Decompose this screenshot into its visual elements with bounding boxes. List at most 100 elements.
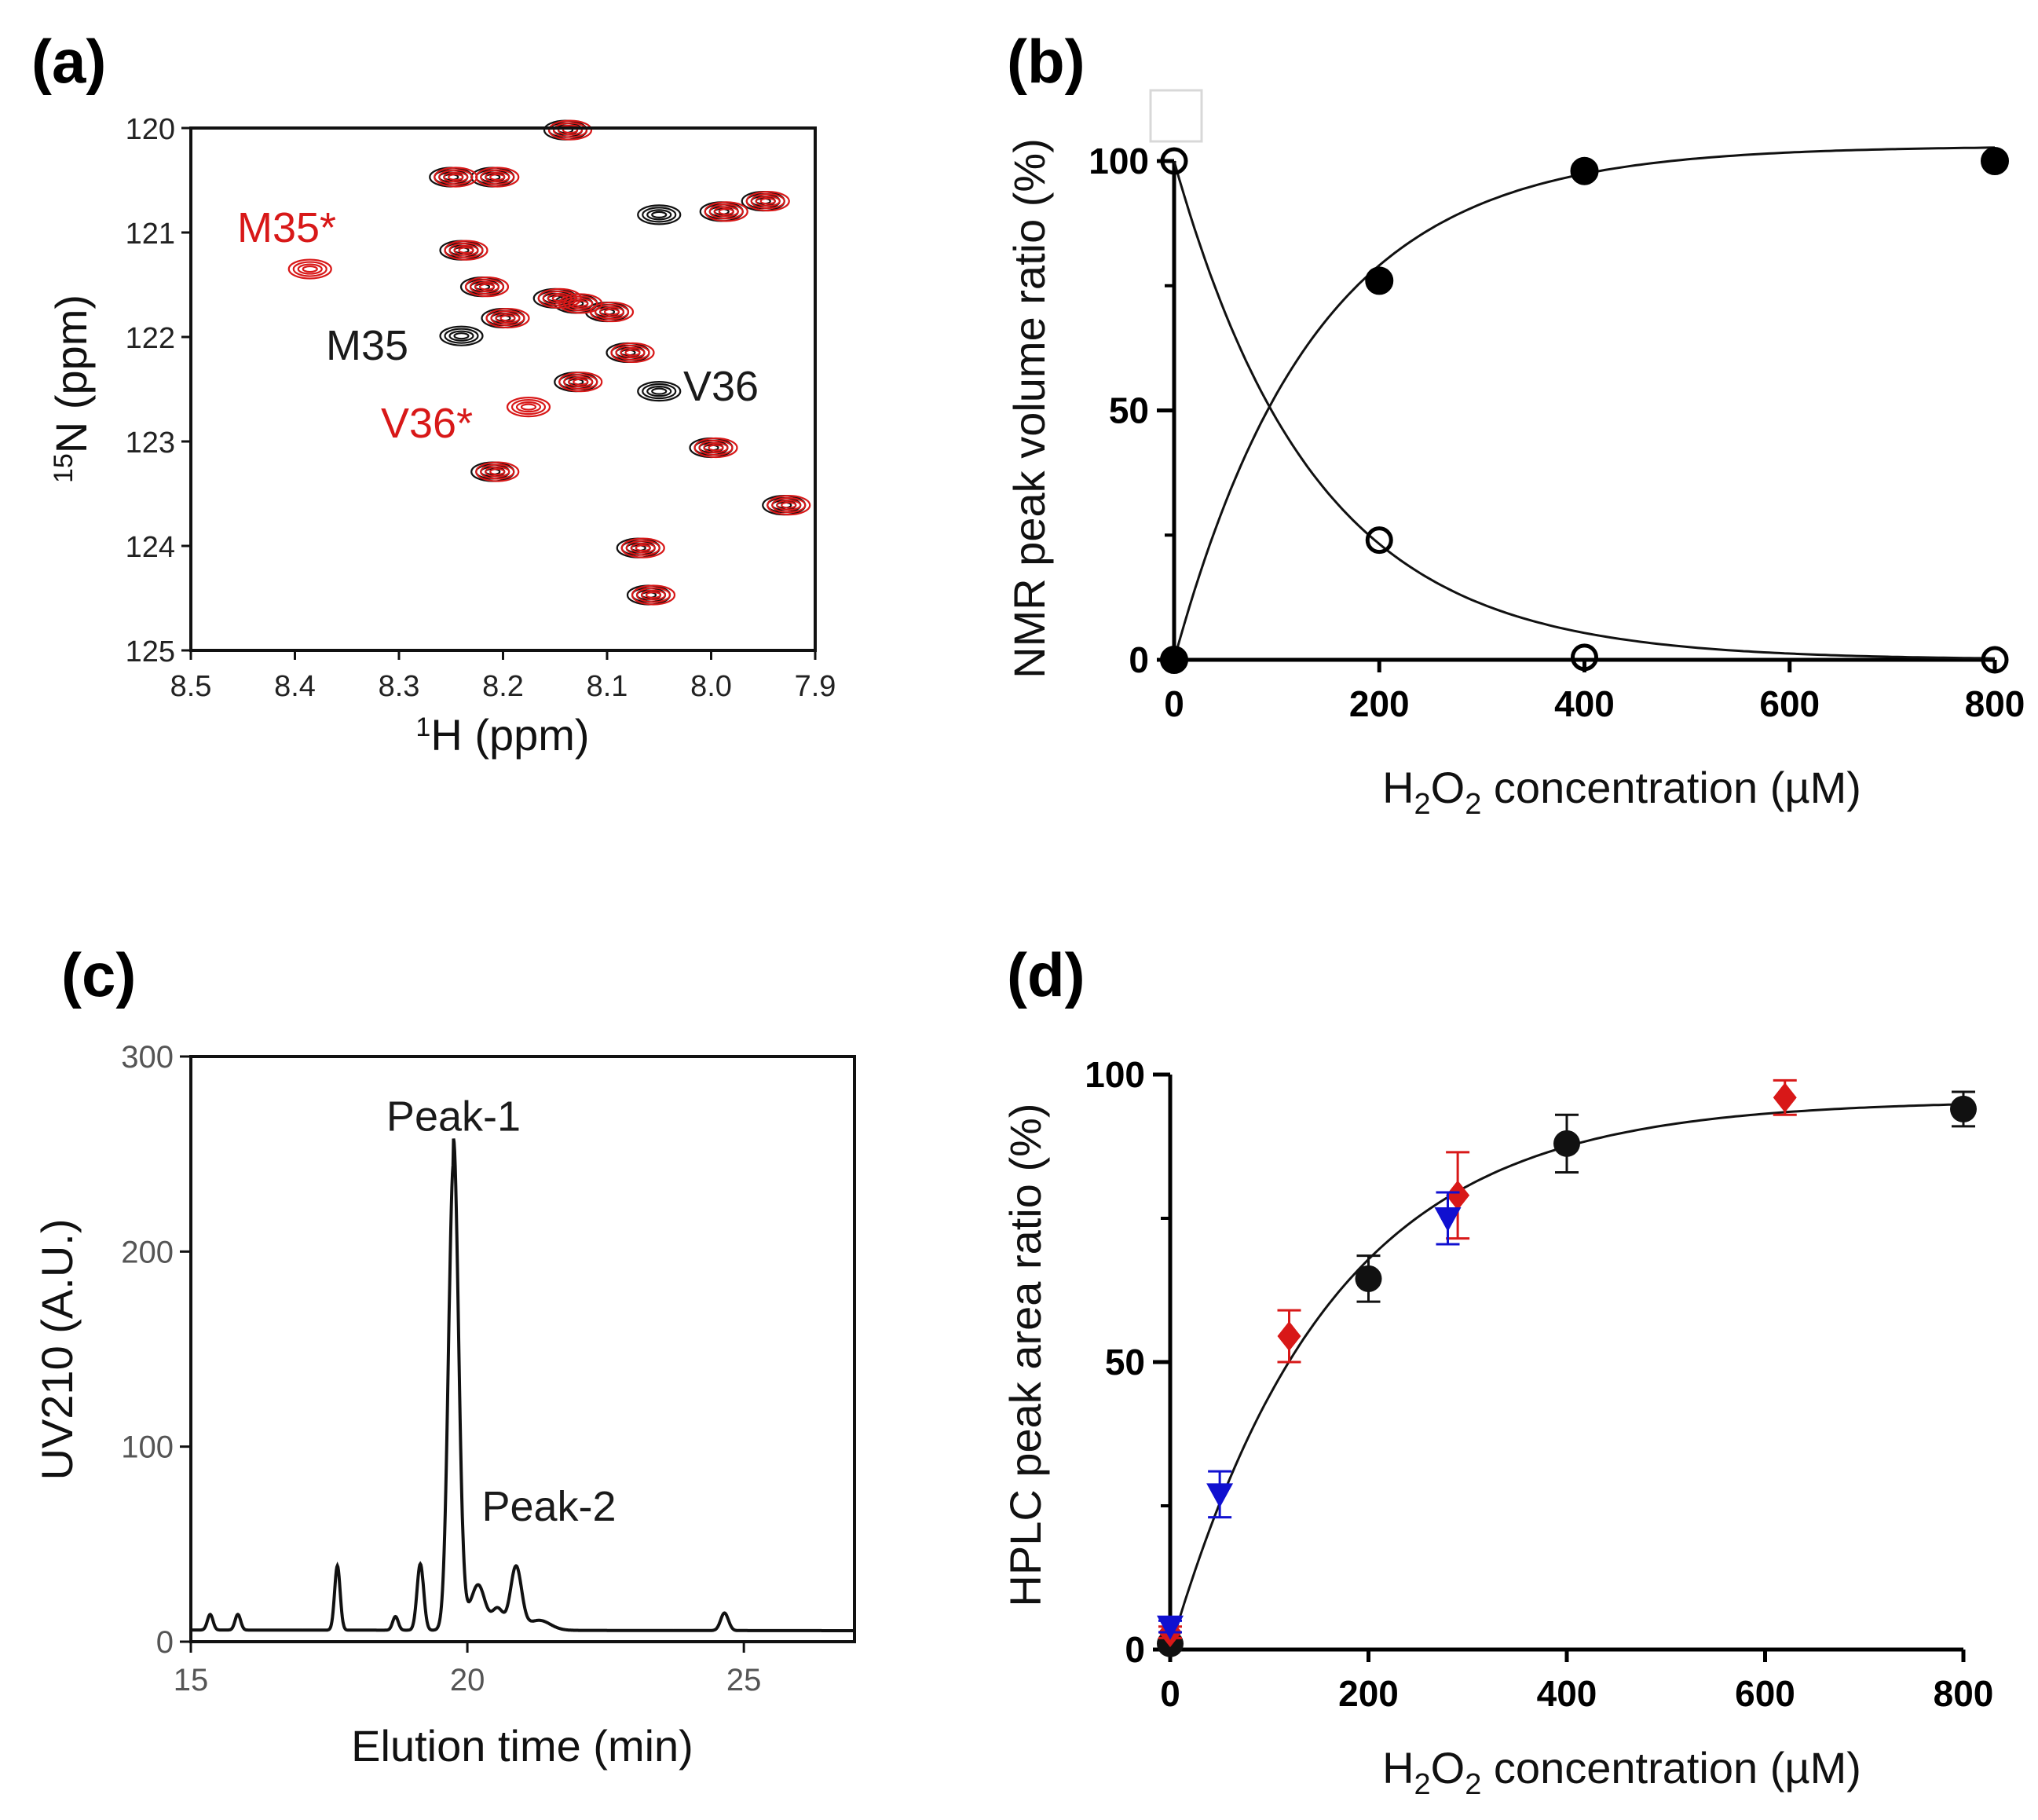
a-peak-red-19-ring-3 [520,403,537,411]
a-peak-black-11-ring-2 [448,330,474,342]
a-peak-red-18-ring-1 [292,261,327,277]
a-peak-red-14-ring-1 [480,463,515,480]
a-peak-red-10-ring-2 [495,312,521,324]
a-peak-black-15-ring-0 [637,381,682,402]
d-xtick-label-3: 600 [1735,1673,1795,1714]
a-peak-black-3-ring-1 [642,207,677,223]
a-ytick-label-4: 124 [126,531,175,564]
a-peak-red-18-ring-3 [302,265,318,273]
a-peak-red-0-ring-1 [552,122,588,138]
a-annotation-v36: V36 [683,363,759,410]
a-annotation-m35-star: M35* [237,204,336,251]
a-peak-red-12-ring-2 [568,376,594,388]
a-ytick-label-5: 125 [126,635,175,668]
a-contour-peaks [287,119,811,606]
c-xtick-label-1: 20 [450,1663,485,1697]
a-xtick-label-0: 8.5 [170,670,212,703]
b-point-open-3 [1981,646,2009,674]
a-peak-red-6-ring-3 [478,283,496,291]
a-peak-red-10-ring-3 [499,314,516,322]
b-xlabel-sub2: 2 [1414,788,1431,821]
a-xlabel-text: H (ppm) [430,710,589,760]
a-peak-red-16-ring-0 [620,537,665,558]
d-xtick-label-4: 800 [1934,1673,1994,1714]
a-peak-red-17-ring-3 [645,591,662,599]
a-peak-red-14-ring-3 [489,467,506,476]
a-peak-red-19-ring-0 [506,397,551,418]
a-peak-black-3-ring-0 [637,204,682,225]
c-trace-group [191,1138,854,1632]
a-peak-red-8-ring-3 [573,299,589,308]
b-xtick-label-3: 600 [1759,683,1820,724]
d-xtick-label-1: 200 [1338,1673,1399,1714]
b-axes: 0 200 400 600 800 0 50 100 [1089,141,2025,724]
a-peak-red-18-ring-2 [297,263,323,275]
a-xtick-label-6: 7.9 [795,670,836,703]
b-fit-curve-1 [1173,160,1996,660]
b-point-open-0 [1160,147,1188,175]
a-peak-red-15-ring-0 [767,495,811,516]
a-peak-black-15-ring-3 [651,387,668,395]
d-point-red-3 [1773,1082,1797,1113]
d-axes: 0 200 400 600 800 0 50 100 [1085,1054,1993,1714]
a-xtick-label-4: 8.1 [587,670,628,703]
a-peak-red-16-ring-1 [625,540,660,556]
d-fit-path [1169,1103,1964,1650]
d-point-red-1 [1277,1321,1301,1352]
a-peak-red-14-ring-2 [485,466,510,478]
d-xlabel-sub2: 2 [1414,1768,1431,1801]
panel-d-label: (d) [1007,940,1085,1009]
c-plot-frame [189,1055,856,1643]
d-point-black-1 [1355,1265,1382,1292]
d-xlabel-h: H [1382,1743,1414,1793]
panel-a-label: (a) [31,27,106,96]
d-point-black-2 [1553,1130,1580,1157]
d-y-axis-label: HPLC peak area ratio (%) [1001,1103,1050,1606]
panel-c-hplc-chromatogram: (c) 15 20 25 0 100 200 300 Peak-1 Peak-2 Eluti… [32,940,856,1771]
a-peak-red-1-ring-2 [443,171,469,183]
a-peak-red-18-ring-0 [287,258,332,280]
c-ytick-label-2: 200 [121,1235,174,1269]
a-peak-red-5-ring-3 [458,247,474,255]
a-ytick-label-3: 123 [126,427,175,460]
a-peak-red-10-ring-1 [490,309,525,327]
a-peak-red-9-ring-0 [589,301,635,323]
a-y-ticks: 120 121 122 123 124 125 [126,113,191,668]
a-peak-red-10-ring-0 [485,307,530,329]
a-peak-red-17-ring-2 [640,589,667,601]
a-ytick-label-2: 122 [126,322,175,355]
a-peak-red-9-ring-3 [603,308,620,316]
a-peak-red-17-ring-1 [635,587,671,603]
a-peak-red-6-ring-2 [474,281,500,293]
a-peak-red-11-ring-2 [620,346,646,359]
b-ytick-label-0: 0 [1129,639,1149,680]
a-peak-red-14-ring-0 [475,461,520,482]
c-annotation-peak-2: Peak-2 [481,1483,616,1530]
b-ytick-label-1: 50 [1109,390,1149,431]
a-peak-red-1-ring-1 [438,169,474,185]
a-peak-red-13-ring-0 [693,437,738,459]
b-xtick-label-4: 800 [1965,683,2025,724]
a-peak-black-11-ring-3 [453,332,470,340]
a-peak-red-15-ring-3 [781,501,797,509]
a-peak-red-2-ring-1 [480,169,515,185]
a-peak-red-0-ring-0 [547,119,593,141]
d-xlabel-o: O [1431,1743,1465,1793]
a-ytick-label-1: 121 [126,218,175,251]
d-data-points [1157,1078,1977,1657]
a-peak-red-2-ring-3 [489,173,506,181]
a-peak-red-12-ring-3 [573,378,589,386]
a-annotation-v36-star: V36* [381,400,473,447]
a-peak-red-3-ring-1 [708,203,744,220]
a-peak-red-4-ring-3 [759,197,776,205]
d-point-red-2 [1446,1180,1470,1210]
d-xtick-label-2: 400 [1537,1673,1597,1714]
b-xtick-label-1: 200 [1349,683,1410,724]
d-point-black-3 [1950,1095,1977,1122]
a-peak-red-16-ring-3 [635,544,651,552]
c-trace [191,1138,854,1632]
a-peak-red-13-ring-3 [708,444,724,452]
c-ytick-label-3: 300 [121,1040,174,1075]
a-xtick-label-2: 8.3 [379,670,420,703]
b-ytick-label-2: 100 [1089,141,1149,181]
